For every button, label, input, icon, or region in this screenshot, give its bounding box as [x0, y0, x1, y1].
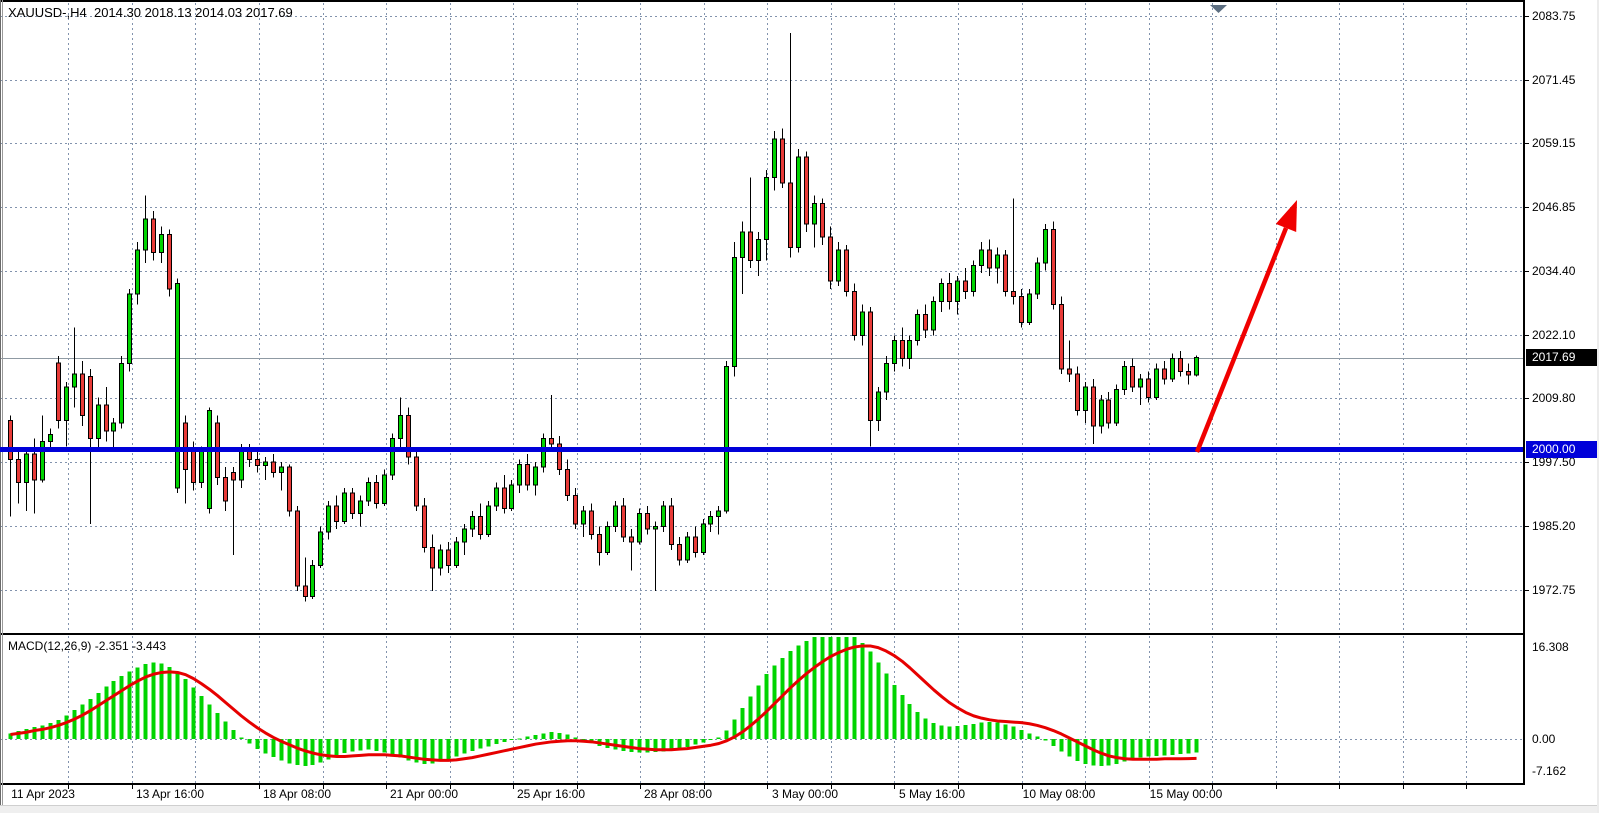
time-tick-label: 18 Apr 08:00	[262, 787, 332, 801]
price-tick-label: 2071.45	[1532, 72, 1576, 87]
macd-indicator-label: MACD(12,26,9) -2.351 -3.443	[8, 639, 167, 653]
price-tick-label: 1972.75	[1532, 582, 1576, 597]
time-tick-label: 28 Apr 08:00	[643, 787, 713, 801]
price-tick-label: 2022.10	[1532, 327, 1576, 342]
gridlines	[0, 0, 1529, 805]
time-tick-label: 10 May 08:00	[1022, 787, 1096, 801]
price-tick-label: 2059.15	[1532, 136, 1576, 151]
macd-scale-label: 16.308	[1532, 640, 1569, 655]
time-tick-label: 21 Apr 00:00	[389, 787, 459, 801]
time-tick-label: 3 May 00:00	[771, 787, 839, 801]
overlays	[0, 5, 1523, 762]
price-tick-label: 2034.40	[1532, 264, 1576, 279]
trend-arrow-head	[1275, 200, 1297, 232]
price-tick-label: 2083.75	[1532, 9, 1576, 23]
time-tick-label: 25 Apr 16:00	[516, 787, 586, 801]
macd-scale-label: 0.00	[1532, 732, 1556, 746]
support-line-price-badge: 2000.00	[1526, 440, 1597, 458]
time-tick-label: 15 May 00:00	[1149, 787, 1223, 801]
macd-signal-line	[10, 644, 1197, 762]
time-tick-label: 11 Apr 2023	[11, 787, 75, 801]
time-tick-label: 5 May 16:00	[898, 787, 966, 801]
time-tick-label: 13 Apr 16:00	[135, 787, 205, 801]
bottom-scroll-strip[interactable]	[0, 805, 1599, 813]
candles	[8, 32, 1199, 602]
bid-price-badge: 2017.69	[1526, 349, 1597, 367]
macd-scale-label: -7.162	[1532, 764, 1567, 778]
chart-shift-marker-icon[interactable]	[1210, 5, 1227, 13]
support-line	[0, 447, 1523, 452]
price-tick-label: 2009.80	[1532, 391, 1576, 406]
window-edge	[1597, 0, 1599, 813]
price-tick-label: 2046.85	[1532, 199, 1576, 214]
symbol-ohlc-title: XAUUSD-,H4 2014.30 2018.13 2014.03 2017.…	[8, 5, 293, 20]
price-tick-label: 1985.20	[1532, 518, 1576, 533]
price-tick-label: 1997.50	[1532, 454, 1576, 469]
trend-arrow-shaft	[1194, 227, 1289, 453]
macd-histogram	[8, 637, 1199, 767]
